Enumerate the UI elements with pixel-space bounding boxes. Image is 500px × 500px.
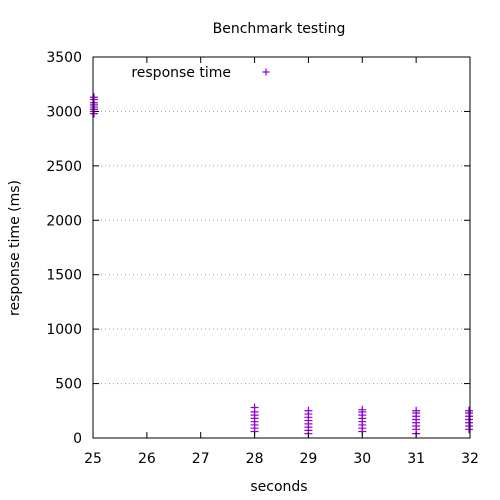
x-tick-label: 25 (84, 451, 102, 467)
legend-marker-symbol (262, 68, 270, 76)
chart-title: Benchmark testing (213, 21, 346, 37)
data-points (90, 93, 473, 438)
tick-labels: 0 500 1000 1500 2000 2500 3000 3500 25 26 27 28 29 30… (46, 50, 479, 467)
x-tick-label: 29 (300, 451, 318, 467)
legend-label: response time (131, 65, 231, 81)
y-axis-label: response time (ms) (7, 180, 23, 316)
axis-ticks (92, 56, 471, 439)
legend: response time (131, 65, 270, 81)
y-tick-label: 3500 (46, 50, 82, 66)
y-tick-label: 500 (55, 377, 82, 393)
data-point (358, 405, 367, 414)
y-tick-label: 0 (73, 431, 82, 447)
y-tick-label: 2000 (46, 213, 82, 229)
x-tick-label: 26 (138, 451, 156, 467)
x-tick-label: 32 (461, 451, 479, 467)
data-point (250, 403, 259, 412)
y-tick-label: 2500 (46, 159, 82, 175)
data-point (465, 406, 473, 415)
x-axis-label: seconds (250, 479, 307, 495)
y-tick-label: 1500 (46, 268, 82, 284)
legend-marker (262, 68, 270, 76)
grid-lines (93, 110, 470, 385)
y-tick-label: 3000 (46, 104, 82, 120)
plot-frame (92, 56, 471, 439)
x-tick-label: 31 (407, 451, 425, 467)
y-tick-label: 1000 (46, 322, 82, 338)
data-point (90, 93, 98, 102)
x-tick-label: 27 (192, 451, 210, 467)
data-point (412, 406, 421, 415)
x-tick-label: 30 (353, 451, 371, 467)
data-point (304, 406, 313, 415)
x-tick-label: 28 (246, 451, 264, 467)
